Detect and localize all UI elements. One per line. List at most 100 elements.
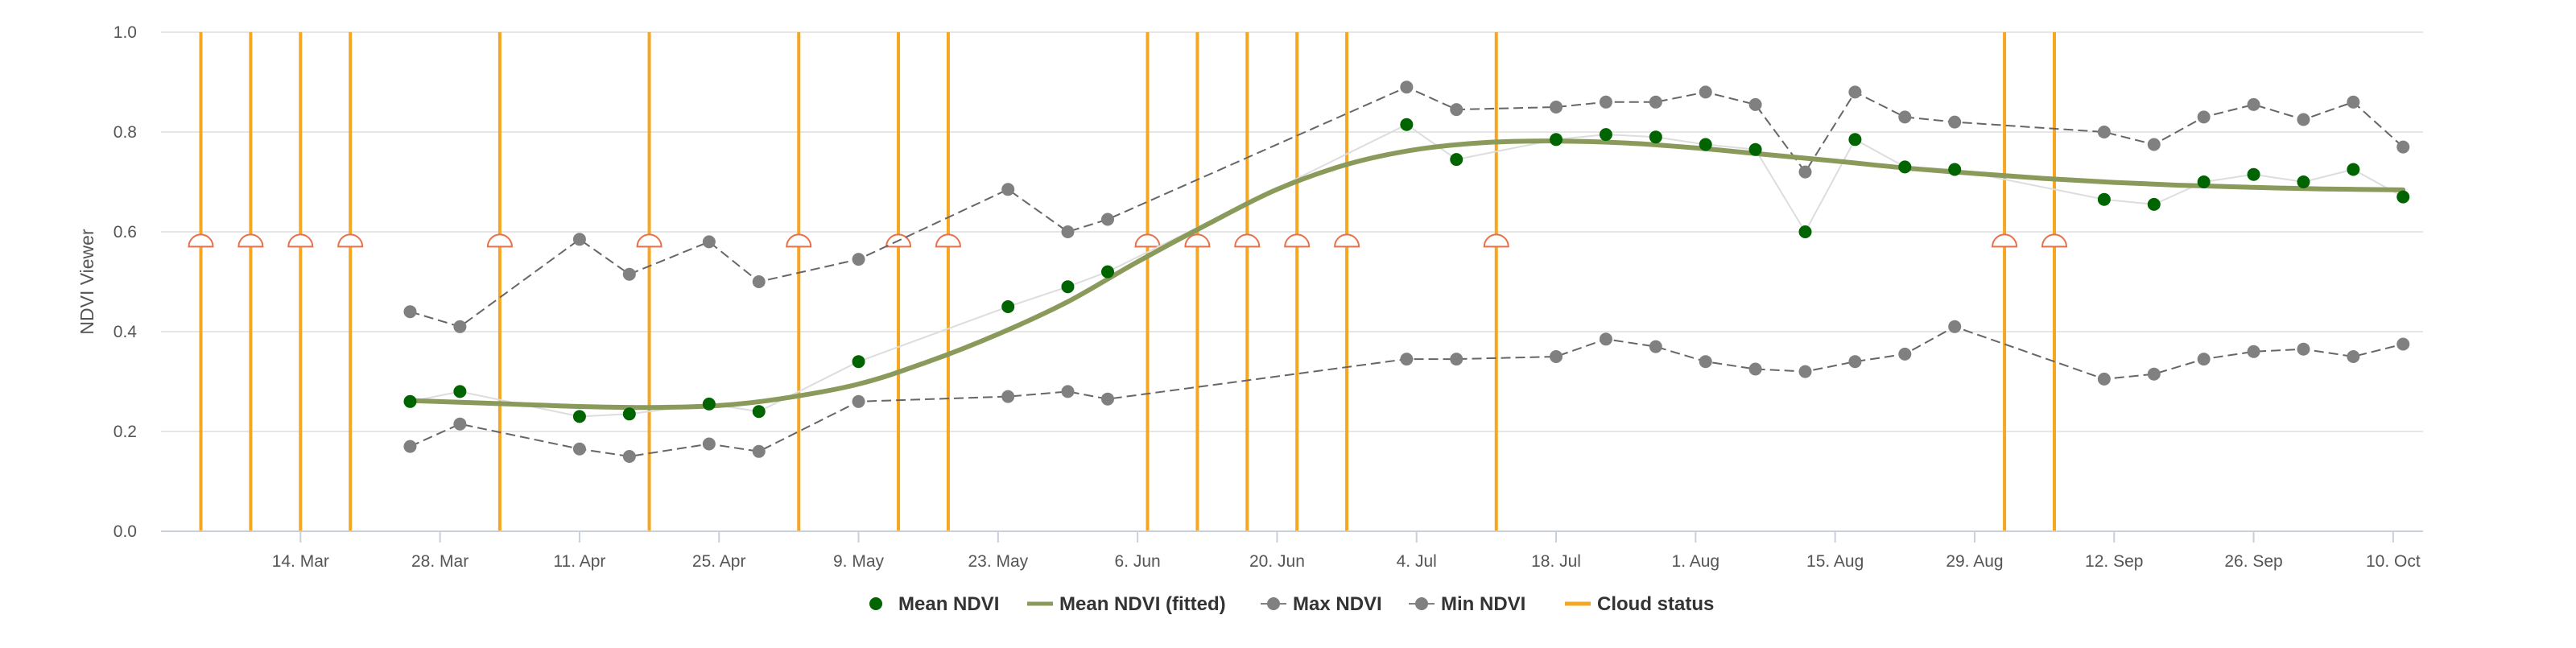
cloud-icon — [636, 233, 663, 248]
max-ndvi-point — [1100, 213, 1114, 226]
mean-ndvi-point — [2147, 197, 2161, 211]
min-ndvi-point — [2147, 367, 2161, 381]
max-ndvi-point — [2097, 126, 2111, 138]
max-ndvi-point — [2396, 140, 2410, 154]
max-ndvi-point — [752, 275, 766, 288]
cloud-icon — [337, 233, 364, 248]
mean-ndvi-point — [1599, 128, 1612, 142]
max-ndvi-point — [1599, 95, 1612, 109]
cloud-icon — [2041, 233, 2067, 248]
series-layer — [403, 80, 2410, 463]
max-ndvi-point — [2197, 110, 2211, 124]
cloud-icon — [1483, 233, 1509, 248]
x-tick-label: 26. Sep — [2224, 552, 2282, 571]
legend-label: Max NDVI — [1293, 593, 1382, 615]
legend-symbol — [869, 597, 882, 610]
min-ndvi-point — [2097, 372, 2111, 386]
min-ndvi-point — [1649, 340, 1662, 353]
mean-ndvi-point — [403, 394, 417, 408]
mean-ndvi-point — [1001, 300, 1015, 313]
max-ndvi-point — [2147, 138, 2161, 151]
mean-ndvi-point — [1898, 160, 1912, 174]
x-tick-label: 12. Sep — [2085, 552, 2143, 571]
legend-item-mean-ndvi: Mean NDVI — [869, 593, 999, 615]
x-tick-label: 10. Oct — [2366, 552, 2421, 571]
cloud-icon — [786, 233, 812, 248]
cloud-icon — [486, 233, 513, 248]
max-ndvi-line — [410, 86, 2404, 328]
x-tick-label: 11. Apr — [553, 552, 605, 571]
max-ndvi-point — [852, 253, 865, 266]
mean-ndvi-point — [572, 410, 586, 423]
mean-ndvi-point — [1748, 142, 1762, 156]
x-tick-label: 18. Jul — [1531, 552, 1581, 571]
min-ndvi-point — [1748, 362, 1762, 376]
y-tick-label: 0.6 — [114, 223, 137, 241]
min-ndvi-point — [2347, 350, 2360, 363]
max-ndvi-point — [1450, 103, 1463, 117]
max-ndvi-point — [1400, 80, 1414, 94]
legend-label: Cloud status — [1597, 593, 1714, 615]
cloud-icon — [1134, 233, 1161, 248]
mean-ndvi-point — [1848, 133, 1862, 147]
cloud-icon — [1184, 233, 1211, 248]
mean-ndvi-fitted-line — [407, 138, 2406, 411]
x-tick-label: 28. Mar — [411, 552, 469, 571]
cloud-icon — [1334, 233, 1360, 248]
y-tick-label: 0.2 — [114, 423, 137, 441]
min-ndvi-point — [1699, 355, 1712, 369]
y-tick-label: 0.4 — [114, 323, 138, 341]
min-ndvi-point — [622, 450, 636, 463]
min-ndvi-point — [572, 442, 586, 456]
cloud-icon — [1284, 233, 1311, 248]
max-ndvi-point — [1748, 97, 1762, 111]
mean-ndvi-point — [752, 405, 766, 419]
min-ndvi-point — [1948, 320, 1962, 333]
mean-ndvi-point — [2347, 163, 2360, 176]
max-ndvi-point — [622, 267, 636, 281]
min-ndvi-point — [1100, 392, 1114, 406]
mean-ndvi-point — [1550, 133, 1563, 147]
max-ndvi-point — [1699, 85, 1712, 99]
min-ndvi-point — [2247, 345, 2260, 358]
min-ndvi-point — [1599, 332, 1612, 346]
max-ndvi-point — [2347, 95, 2360, 109]
x-tick-label: 15. Aug — [1806, 552, 1864, 571]
min-ndvi-point — [403, 440, 417, 453]
max-ndvi-point — [1649, 95, 1662, 109]
x-tick-label: 1. Aug — [1672, 552, 1720, 571]
mean-ndvi-point — [702, 397, 716, 411]
min-ndvi-point — [852, 394, 865, 408]
max-ndvi-point — [403, 305, 417, 319]
mean-ndvi-point — [2097, 192, 2111, 206]
max-ndvi-point — [572, 233, 586, 246]
legend-item-cloud-status: Cloud status — [1565, 593, 1714, 615]
min-ndvi-point — [1400, 353, 1414, 366]
y-tick-label: 1.0 — [114, 23, 137, 42]
min-ndvi-point — [702, 437, 716, 451]
max-ndvi-point — [1948, 115, 1962, 129]
x-tick-label: 4. Jul — [1397, 552, 1437, 571]
axis-layer: NDVI Viewer 0.0 0.2 0.4 0.6 0.8 1.0 14. Mar 28.… — [76, 23, 2423, 571]
min-ndvi-point — [752, 444, 766, 458]
legend-label: Mean NDVI (fitted) — [1059, 593, 1226, 615]
cloud-icon — [935, 233, 961, 248]
mean-ndvi-point — [2247, 167, 2260, 181]
min-ndvi-point — [1550, 350, 1563, 363]
legend: Mean NDVI Mean NDVI (fitted) Max NDVI Min N… — [869, 593, 1714, 615]
cloud-icon — [287, 233, 314, 248]
legend-symbol-marker — [1267, 597, 1280, 610]
min-ndvi-point — [2197, 353, 2211, 366]
mean-ndvi-point — [1400, 118, 1414, 131]
x-tick-label: 29. Aug — [1946, 552, 2003, 571]
mean-ndvi-point — [622, 407, 636, 421]
y-tick-label: 0.8 — [114, 123, 137, 142]
x-tick-label: 23. May — [968, 552, 1028, 571]
max-ndvi-point — [453, 320, 467, 333]
x-tick-label: 9. May — [833, 552, 885, 571]
max-ndvi-point — [1898, 110, 1912, 124]
grid-layer — [161, 31, 2423, 432]
mean-ndvi-point — [1948, 163, 1962, 176]
mean-ndvi-point — [2396, 190, 2410, 204]
